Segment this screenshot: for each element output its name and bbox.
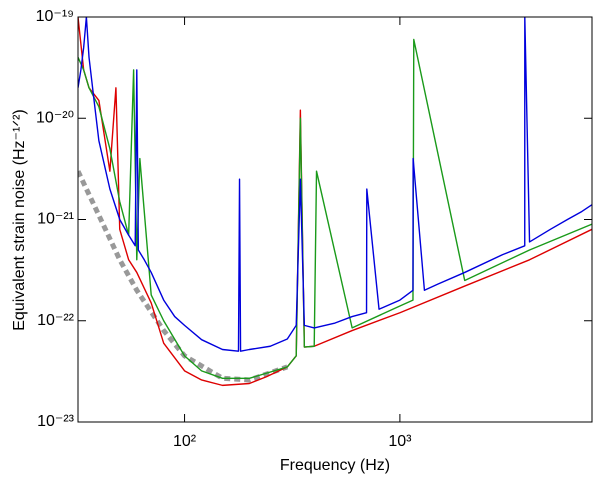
y-tick-label: 10⁻²³: [37, 413, 75, 430]
x-tick-label: 10³: [388, 433, 412, 450]
y-tick-label: 10⁻²²: [37, 312, 75, 329]
plot-lines: [78, 17, 592, 387]
y-tick-label: 10⁻¹⁹: [36, 8, 74, 25]
y-axis-title: Equivalent strain noise (Hz⁻¹ᐟ²): [11, 109, 28, 331]
y-tick-label: 10⁻²⁰: [36, 109, 74, 126]
series-line: [78, 17, 592, 352]
plot-frame: [77, 16, 593, 423]
series-line: [78, 38, 592, 380]
x-tick-label: 10²: [173, 433, 197, 450]
series-line: [78, 17, 592, 387]
x-axis-title: Frequency (Hz): [280, 457, 390, 474]
series-line: [78, 170, 289, 383]
y-tick-label: 10⁻²¹: [37, 211, 74, 228]
